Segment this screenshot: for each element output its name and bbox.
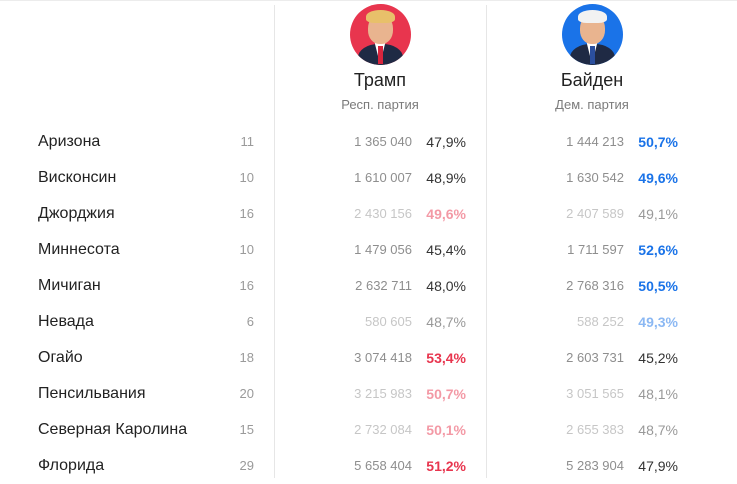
trump-votes: 3 074 418 [354,350,412,365]
trump-votes: 2 430 156 [354,206,412,221]
table-row: Миннесота 10 1 479 056 45,4% 1 711 597 5… [0,232,737,268]
biden-votes: 2 768 316 [566,278,624,293]
candidate-party: Респ. партия [341,97,419,112]
trump-percent: 48,0% [426,278,466,294]
biden-portrait-icon [561,4,623,65]
state-name: Джорджия [38,205,115,222]
biden-votes: 2 655 383 [566,422,624,437]
biden-percent: 45,2% [638,350,678,366]
table-row: Северная Каролина 15 2 732 084 50,1% 2 6… [0,412,737,448]
trump-votes: 5 658 404 [354,458,412,473]
biden-percent: 50,7% [638,134,678,150]
biden-votes: 2 407 589 [566,206,624,221]
biden-percent: 47,9% [638,458,678,474]
trump-percent: 48,7% [426,314,466,330]
state-name: Северная Каролина [38,421,188,438]
table-row: Пенсильвания 20 3 215 983 50,7% 3 051 56… [0,376,737,412]
trump-votes: 1 479 056 [354,242,412,257]
table-row: Флорида 29 5 658 404 51,2% 5 283 904 47,… [0,448,737,484]
state-name: Миннесота [38,241,120,258]
biden-percent: 49,6% [638,170,678,186]
table-row: Огайо 18 3 074 418 53,4% 2 603 731 45,2% [0,340,737,376]
electoral-votes: 10 [239,170,254,185]
biden-percent: 49,3% [638,314,678,330]
state-name: Мичиган [38,277,101,294]
trump-votes: 2 732 084 [354,422,412,437]
state-name: Висконсин [38,169,117,186]
electoral-votes: 10 [239,242,254,257]
trump-percent: 50,1% [426,422,466,438]
biden-votes: 1 711 597 [567,242,624,257]
biden-votes: 1 444 213 [566,134,624,149]
trump-percent: 48,9% [426,170,466,186]
trump-percent: 51,2% [426,458,466,474]
table-row: Невада 6 580 605 48,7% 588 252 49,3% [0,304,737,340]
biden-percent: 49,1% [638,206,678,222]
table-row: Аризона 11 1 365 040 47,9% 1 444 213 50,… [0,124,737,160]
trump-portrait-icon [349,4,411,65]
trump-votes: 2 632 711 [355,278,412,293]
trump-percent: 47,9% [426,134,466,150]
electoral-votes: 20 [239,386,254,401]
table-row: Висконсин 10 1 610 007 48,9% 1 630 542 4… [0,160,737,196]
candidate-party: Дем. партия [555,97,629,112]
electoral-votes: 15 [239,422,254,437]
electoral-votes: 16 [239,206,254,221]
state-name: Пенсильвания [38,385,146,402]
biden-votes: 5 283 904 [566,458,624,473]
candidate-name: Байден [560,70,624,90]
top-divider [0,0,737,1]
candidate-trump-header: Трамп Респ. партия [275,4,485,112]
trump-percent: 49,6% [426,206,466,222]
electoral-votes: 16 [239,278,254,293]
table-row: Мичиган 16 2 632 711 48,0% 2 768 316 50,… [0,268,737,304]
trump-percent: 45,4% [426,242,466,258]
column-divider-right [486,5,487,478]
table-row: Джорджия 16 2 430 156 49,6% 2 407 589 49… [0,196,737,232]
trump-votes: 3 215 983 [354,386,412,401]
electoral-votes: 6 [246,314,254,329]
biden-votes: 2 603 731 [566,350,624,365]
biden-percent: 48,1% [638,386,678,402]
candidate-name: Трамп [353,70,407,90]
biden-votes: 588 252 [577,314,624,329]
candidate-biden-header: Байден Дем. партия [487,4,697,112]
electoral-votes: 29 [239,458,254,473]
biden-votes: 3 051 565 [566,386,624,401]
electoral-votes: 11 [240,134,255,149]
state-name: Аризона [38,133,101,150]
trump-votes: 1 365 040 [354,134,412,149]
electoral-votes: 18 [239,350,254,365]
biden-votes: 1 630 542 [566,170,624,185]
trump-percent: 53,4% [426,350,466,366]
state-name: Огайо [38,349,83,366]
state-name: Невада [38,313,94,330]
trump-votes: 1 610 007 [354,170,412,185]
biden-percent: 50,5% [638,278,678,294]
biden-percent: 48,7% [638,422,678,438]
trump-votes: 580 605 [365,314,412,329]
state-name: Флорида [38,457,105,474]
biden-percent: 52,6% [638,242,678,258]
trump-percent: 50,7% [426,386,466,402]
column-divider-left [274,5,275,478]
